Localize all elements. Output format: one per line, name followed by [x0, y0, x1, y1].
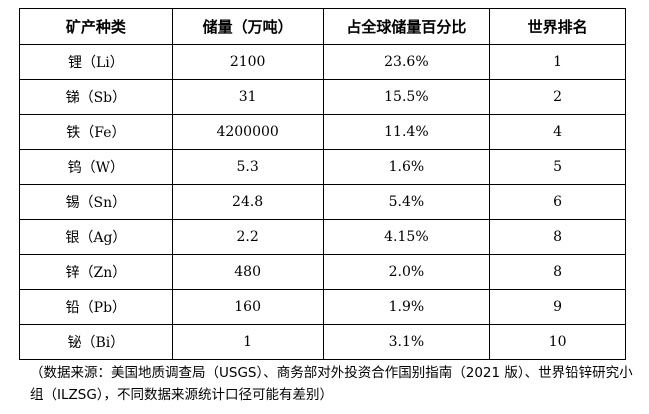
header-cell: 世界排名 — [489, 8, 626, 45]
table-cell: 1 — [489, 44, 626, 80]
table-cell: 480 — [171, 254, 324, 290]
table-cell: 23.6% — [322, 44, 491, 80]
table-cell: 锌（Zn） — [19, 254, 173, 290]
table-cell: 10 — [489, 324, 626, 360]
table-cell: 铁（Fe） — [19, 114, 173, 150]
header-cell: 矿产种类 — [19, 8, 173, 45]
table-row: 铋（Bi） 1 3.1% 10 — [19, 324, 626, 360]
table-cell: 锡（Sn） — [19, 184, 173, 220]
mineral-reserves-table: 矿产种类 储量（万吨） 占全球储量百分比 世界排名 锂（Li） 2100 23.6%… — [19, 8, 626, 360]
table-cell: 4 — [489, 114, 626, 150]
table-cell: 1.6% — [322, 149, 491, 185]
table-cell: 15.5% — [322, 79, 491, 115]
source-note: （数据来源：美国地质调查局（USGS）、商务部对外投资合作国别指南（2021 版… — [30, 365, 633, 403]
table-cell: 5.4% — [322, 184, 491, 220]
table-row: 锌（Zn） 480 2.0% 8 — [19, 254, 626, 290]
table-cell: 4200000 — [171, 114, 324, 150]
table-cell: 24.8 — [171, 184, 324, 220]
table-row: 铅（Pb） 160 1.9% 9 — [19, 289, 626, 325]
header-cell: 储量（万吨） — [171, 8, 324, 45]
table-cell: 8 — [489, 254, 626, 290]
table-cell: 5.3 — [171, 149, 324, 185]
table-cell: 4.15% — [322, 219, 491, 255]
table-cell: 8 — [489, 219, 626, 255]
table-cell: 钨（W） — [19, 149, 173, 185]
table-cell: 11.4% — [322, 114, 491, 150]
table-cell: 银（Ag） — [19, 219, 173, 255]
table-cell: 2.0% — [322, 254, 491, 290]
table-row: 铁（Fe） 4200000 11.4% 4 — [19, 114, 626, 150]
table-cell: 锂（Li） — [19, 44, 173, 80]
table-cell: 2 — [489, 79, 626, 115]
table-cell: 5 — [489, 149, 626, 185]
table-row: 锡（Sn） 24.8 5.4% 6 — [19, 184, 626, 220]
header-cell: 占全球储量百分比 — [322, 8, 491, 45]
table-cell: 3.1% — [322, 324, 491, 360]
table-cell: 铅（Pb） — [19, 289, 173, 325]
table-row: 锂（Li） 2100 23.6% 1 — [19, 44, 626, 80]
table-row: 钨（W） 5.3 1.6% 5 — [19, 149, 626, 185]
table-row: 银（Ag） 2.2 4.15% 8 — [19, 219, 626, 255]
table-cell: 1.9% — [322, 289, 491, 325]
table-cell: 9 — [489, 289, 626, 325]
table-cell: 31 — [171, 79, 324, 115]
table-cell: 铋（Bi） — [19, 324, 173, 360]
table-cell: 1 — [171, 324, 324, 360]
table-row: 锑（Sb） 31 15.5% 2 — [19, 79, 626, 115]
table-cell: 160 — [171, 289, 324, 325]
table-cell: 2100 — [171, 44, 324, 80]
table-cell: 6 — [489, 184, 626, 220]
table-cell: 2.2 — [171, 219, 324, 255]
table-cell: 锑（Sb） — [19, 79, 173, 115]
header-row: 矿产种类 储量（万吨） 占全球储量百分比 世界排名 — [19, 8, 626, 45]
